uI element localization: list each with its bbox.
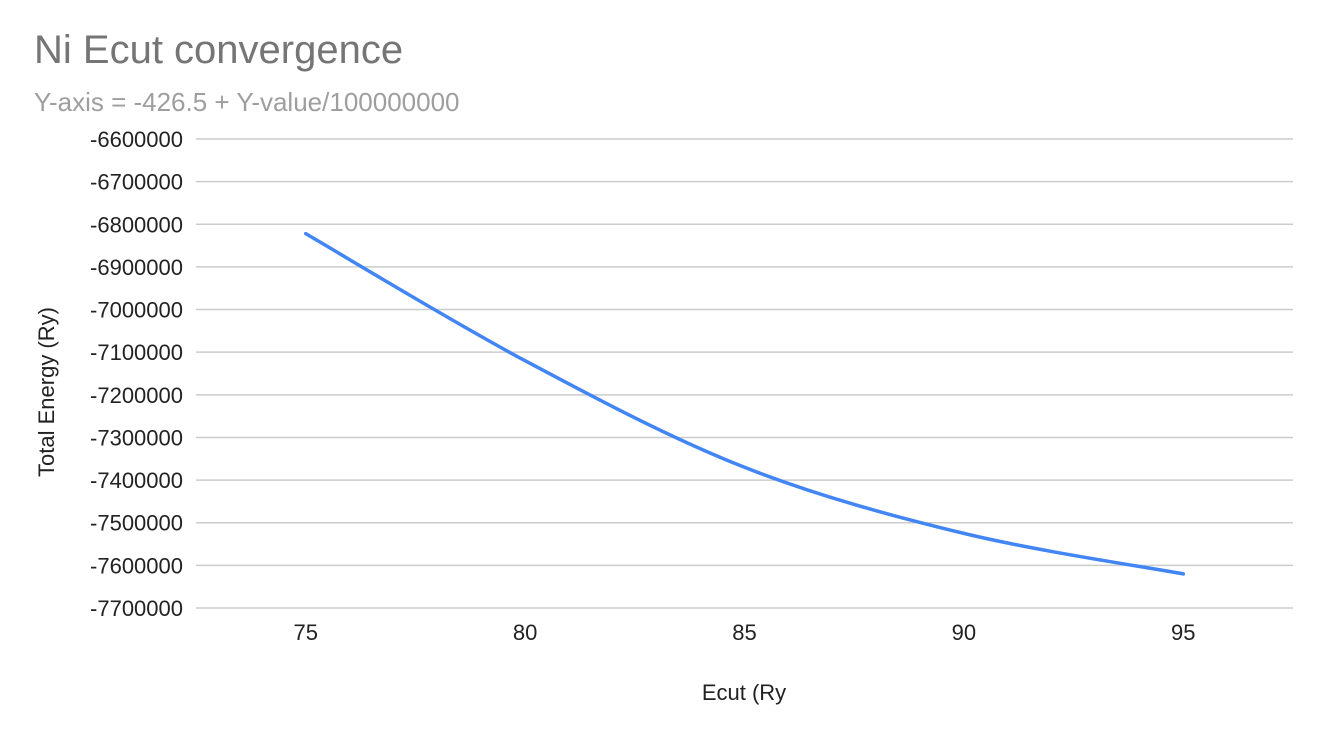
- chart-title: Ni Ecut convergence: [34, 28, 404, 72]
- y-axis-title: Total Energy (Ry): [34, 307, 59, 477]
- x-tick-label: 85: [732, 620, 756, 645]
- x-tick-label: 90: [952, 620, 976, 645]
- series-line-0: [303, 231, 1186, 576]
- y-tick-label: -7600000: [90, 553, 183, 578]
- y-tick-label: -7400000: [90, 468, 183, 493]
- y-tick-label: -6800000: [90, 212, 183, 237]
- gridlines: [196, 138, 1293, 609]
- x-tick-label: 95: [1171, 620, 1195, 645]
- x-axis-title: Ecut (Ry: [702, 680, 786, 705]
- x-tick-label: 75: [293, 620, 317, 645]
- series-layer: [303, 231, 1186, 576]
- y-tick-label: -7100000: [90, 340, 183, 365]
- y-tick-label: -6700000: [90, 170, 183, 195]
- x-axis-ticks: 75 80 85 90 95: [293, 620, 1195, 645]
- y-tick-label: -7000000: [90, 298, 183, 323]
- y-tick-label: -7300000: [90, 425, 183, 450]
- y-tick-label: -6600000: [90, 127, 183, 152]
- y-tick-label: -7500000: [90, 511, 183, 536]
- y-tick-label: -7700000: [90, 596, 183, 621]
- y-tick-label: -6900000: [90, 255, 183, 280]
- y-tick-label: -7200000: [90, 383, 183, 408]
- y-axis-ticks: -6600000 -6700000 -6800000 -6900000 -7000000…: [90, 127, 183, 621]
- chart-subtitle: Y-axis = -426.5 + Y-value/100000000: [34, 87, 460, 117]
- x-tick-label: 80: [513, 620, 537, 645]
